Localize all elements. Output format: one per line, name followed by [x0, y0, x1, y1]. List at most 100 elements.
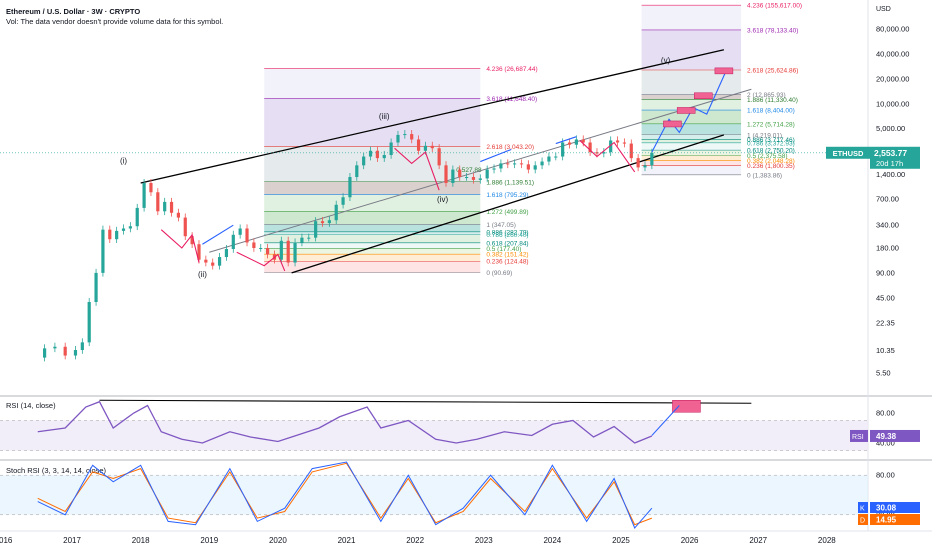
fib-band	[641, 99, 742, 111]
rsi-target-box	[672, 400, 701, 413]
candle-body	[389, 142, 393, 156]
candle-body	[588, 142, 592, 153]
candle-body	[115, 230, 119, 240]
candle-body	[355, 165, 359, 178]
fib-band	[264, 231, 481, 235]
fib-level-label: 0.5 (177.40)	[486, 246, 521, 253]
candle-body	[609, 140, 613, 153]
time-tick-label: 2020	[269, 536, 287, 545]
candle-body	[368, 150, 373, 157]
time-tick-label: 2026	[681, 536, 699, 545]
price-tick-label: 80,000.00	[876, 25, 909, 34]
candle-body	[519, 163, 524, 165]
candle-body	[231, 234, 235, 250]
candle-body	[266, 248, 270, 255]
candle-body	[471, 177, 476, 180]
candle-body	[492, 168, 496, 170]
fib-band	[641, 155, 742, 161]
candle-body	[410, 134, 414, 140]
candle-body	[451, 169, 455, 184]
candle-body	[53, 346, 57, 349]
candle-body	[375, 150, 379, 159]
fib-level-label: 1.272 (5,714.28)	[747, 121, 795, 128]
stoch-d-bg	[870, 514, 920, 525]
candle-body	[396, 134, 400, 143]
candle-body	[382, 155, 386, 159]
candle-body	[320, 221, 325, 224]
candle-body	[574, 139, 578, 145]
candle-body	[444, 165, 448, 184]
candle-body	[63, 346, 67, 356]
target-box	[676, 107, 696, 114]
price-tick-label: 180.00	[876, 244, 899, 253]
stoch-k-tag: K	[860, 506, 865, 513]
candle-body	[101, 229, 105, 273]
candle-body	[156, 192, 160, 212]
rsi-value-bg	[870, 429, 920, 442]
price-tick-label: 20,000.00	[876, 74, 909, 83]
fib-level-label: 1.886 (11,330.40)	[747, 97, 798, 104]
time-tick-label: 2019	[200, 536, 218, 545]
fib-level-label: 0 (1,383.86)	[747, 172, 782, 179]
candle-body	[403, 134, 407, 136]
stoch-k-line	[37, 461, 653, 529]
candle-body	[636, 158, 640, 168]
fib-band	[641, 165, 742, 175]
candle-body	[197, 244, 201, 260]
candle-body	[238, 228, 242, 235]
candle-body	[149, 183, 153, 193]
fib-band	[641, 29, 742, 70]
candle-body	[211, 262, 215, 266]
fib-band	[641, 139, 742, 143]
candle-body	[190, 236, 194, 245]
candle-body	[300, 237, 304, 243]
fib-level-label: 0.236 (1,800.35)	[747, 163, 795, 170]
price-tick-label: 10.35	[876, 346, 895, 355]
candle-body	[513, 163, 517, 165]
stoch-d-value: 14.95	[876, 516, 897, 525]
fib-level-label: 0.618 (2,750.20)	[747, 148, 795, 155]
candle-body	[334, 204, 338, 221]
fib-level-label: 0 (90.69)	[486, 270, 512, 277]
fib-level-label: 3.618 (78,133.40)	[747, 27, 798, 34]
candle-body	[80, 342, 84, 351]
fib-band	[264, 146, 481, 182]
candle-body	[128, 226, 132, 229]
candle-body	[506, 163, 510, 165]
wave-path-blue	[202, 224, 234, 245]
wave-path-red	[579, 140, 636, 173]
candle-body	[43, 348, 47, 358]
candle-body	[533, 165, 537, 170]
candle-body	[499, 163, 503, 169]
candle-body	[540, 161, 544, 166]
fib-level-label: 1.886 (1,139.51)	[486, 179, 534, 186]
candle-body	[94, 272, 98, 303]
candle-body	[629, 143, 633, 159]
candle-body	[567, 142, 572, 145]
symbol-tag: ETHUSD	[833, 149, 864, 158]
candle-body	[183, 217, 187, 237]
fib-band	[264, 234, 481, 243]
fib-band	[641, 160, 742, 166]
fib-band	[264, 211, 481, 225]
time-tick-label: 2025	[612, 536, 630, 545]
candle-body	[217, 257, 222, 266]
stoch-d-line	[37, 462, 653, 526]
candle-body	[87, 302, 91, 343]
candle-body	[314, 221, 318, 238]
candle-body	[526, 164, 530, 170]
candle-body	[307, 237, 311, 239]
candle-body	[293, 242, 297, 263]
price-tick-label: 1,400.00	[876, 170, 905, 179]
time-tick-label: 2024	[543, 536, 561, 545]
fib-level-label: 0.382 (2,048.28)	[747, 158, 795, 165]
price-tag-countdown: 20d 17h	[876, 159, 903, 168]
fib-level-label: 0.236 (124.48)	[486, 259, 528, 266]
wave-label: (iii)	[379, 112, 390, 121]
wave-path-red	[236, 251, 286, 272]
candle-body	[163, 201, 167, 212]
wave-path-blue	[555, 136, 577, 145]
target-box	[663, 120, 682, 128]
fib-band	[641, 110, 742, 124]
